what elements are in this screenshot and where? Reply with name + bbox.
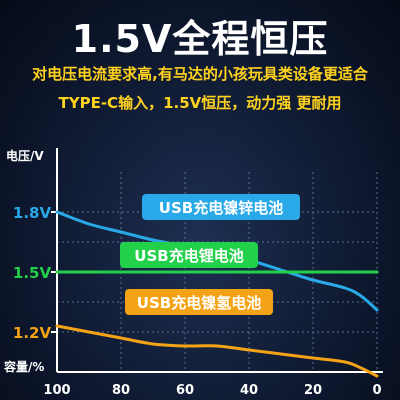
- x-tick-label: 80: [112, 383, 130, 398]
- x-tick-label: 40: [240, 383, 258, 398]
- subtitle-line-1: 对电压电流要求高,有马达的小孩玩具类设备更适合: [32, 65, 368, 83]
- x-tick-label: 0: [372, 383, 381, 398]
- x-tick-label: 100: [43, 383, 70, 398]
- y-tick-label: 1.5V: [13, 264, 52, 282]
- series-line-nimh: [55, 324, 379, 378]
- legend-label-lithium-box: [120, 242, 258, 268]
- page-title: 1.5V全程恒压: [71, 17, 329, 61]
- legend-label-nimh-box: [125, 289, 273, 315]
- x-tick-label: 60: [176, 383, 194, 398]
- y-tick-label: 1.2V: [13, 324, 52, 342]
- subtitle-line-2: TYPE-C输入，1.5V恒压，动力强 更耐用: [58, 94, 342, 112]
- legend-label-nizn-box: [142, 194, 300, 220]
- chart-labels: 1.8V 1.5V 1.2V 100 80 60 40 20 0 电压/V 容量/% USB充电镍锌电…: [3, 148, 382, 398]
- y-axis-label: 电压/V: [6, 148, 44, 163]
- x-axis-label: 容量/%: [3, 359, 44, 374]
- legend-label-nimh: USB充电镍氢电池: [137, 294, 261, 312]
- legend-label-lithium: USB充电锂电池: [134, 247, 243, 265]
- x-tick-label: 20: [304, 383, 322, 398]
- chart-axes: [51, 148, 383, 373]
- legend-label-nizn: USB充电镍锌电池: [159, 199, 283, 217]
- y-tick-label: 1.8V: [13, 204, 52, 222]
